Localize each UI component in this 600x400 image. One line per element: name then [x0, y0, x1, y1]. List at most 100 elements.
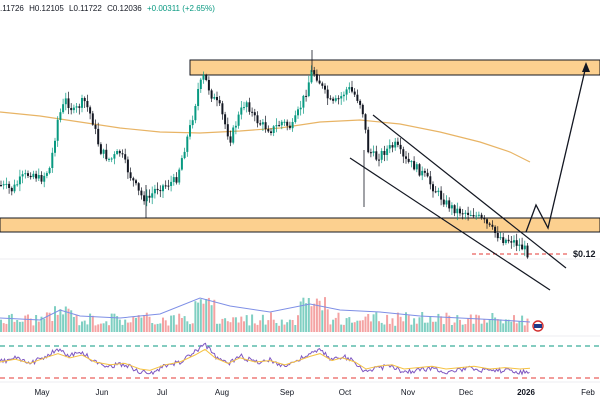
candle-body-27 — [72, 107, 75, 111]
candle-body-1 — [2, 184, 5, 186]
volume-bar-162 — [437, 313, 440, 332]
volume-bar-60 — [162, 317, 164, 332]
volume-bar-107 — [288, 319, 291, 332]
high-value: H0.12105 — [29, 4, 64, 13]
candle-body-6 — [16, 184, 19, 186]
volume-bar-13 — [35, 315, 38, 332]
candle-body-100 — [270, 131, 272, 133]
volume-bar-50 — [135, 317, 137, 332]
volume-bar-105 — [283, 324, 286, 332]
candle-body-131 — [353, 91, 356, 95]
close-value: C0.12036 — [107, 4, 142, 13]
candle-body-8 — [21, 174, 24, 177]
volume-bar-182 — [491, 313, 494, 332]
candles-layer — [0, 50, 529, 259]
candle-body-53 — [143, 195, 146, 202]
candle-body-188 — [507, 239, 510, 242]
candle-body-90 — [243, 107, 245, 109]
candle-body-154 — [415, 164, 418, 170]
volume-bar-35 — [94, 325, 97, 332]
volume-bar-134 — [361, 320, 364, 332]
x-tick-jun: Jun — [96, 388, 109, 397]
volume-bar-1 — [2, 323, 5, 332]
volume-bar-80 — [216, 323, 218, 332]
volume-bar-21 — [56, 314, 59, 332]
candle-body-125 — [337, 98, 340, 100]
volume-bar-113 — [305, 303, 308, 332]
candle-body-92 — [248, 102, 251, 112]
volume-bar-119 — [321, 310, 324, 332]
candle-body-101 — [272, 126, 275, 133]
volume-bar-87 — [234, 317, 237, 332]
volume-bar-2 — [5, 323, 8, 332]
candle-body-183 — [494, 226, 497, 233]
candle-body-185 — [499, 237, 502, 239]
candle-body-19 — [51, 152, 54, 168]
candle-body-104 — [280, 121, 283, 126]
candle-body-64 — [172, 177, 175, 182]
candle-body-146 — [394, 141, 397, 148]
candle-body-106 — [286, 121, 289, 126]
candle-body-192 — [518, 244, 521, 246]
candle-body-20 — [54, 140, 56, 153]
candle-body-130 — [351, 87, 353, 92]
volume-bar-36 — [97, 324, 100, 332]
candle-body-61 — [164, 185, 167, 187]
candle-body-26 — [70, 108, 73, 111]
channel-layer — [349, 62, 590, 291]
candle-body-142 — [383, 151, 386, 155]
candle-body-81 — [218, 100, 221, 104]
volume-bar-89 — [240, 316, 243, 332]
candle-body-22 — [59, 112, 62, 120]
candle-body-59 — [159, 190, 162, 192]
volume-bar-126 — [340, 324, 343, 332]
volume-bar-184 — [496, 319, 499, 332]
candle-body-174 — [469, 215, 472, 216]
volume-bar-8 — [21, 321, 24, 332]
volume-bar-154 — [415, 323, 418, 332]
volume-bar-93 — [251, 314, 254, 332]
volume-bar-193 — [521, 315, 524, 332]
volume-bar-153 — [413, 318, 416, 332]
candle-body-107 — [288, 125, 291, 129]
volume-bar-181 — [488, 319, 491, 332]
volume-bar-191 — [515, 323, 518, 332]
candle-body-94 — [253, 112, 256, 116]
candle-body-5 — [13, 184, 16, 192]
candle-body-69 — [186, 136, 189, 152]
candle-body-191 — [515, 240, 518, 246]
candle-body-165 — [445, 200, 448, 205]
candle-body-96 — [259, 123, 262, 125]
candle-body-47 — [126, 159, 129, 173]
candle-body-120 — [324, 85, 326, 90]
candle-body-102 — [275, 125, 278, 127]
volume-bar-157 — [423, 322, 426, 332]
candle-body-54 — [145, 195, 148, 202]
volume-bar-48 — [129, 322, 132, 332]
candle-body-58 — [156, 188, 159, 191]
candle-body-84 — [226, 124, 229, 137]
volume-bar-155 — [418, 317, 421, 332]
volume-bar-174 — [469, 314, 472, 332]
volume-bar-79 — [213, 299, 216, 332]
candle-body-72 — [194, 106, 197, 121]
volume-bar-171 — [461, 324, 464, 332]
volume-bar-103 — [278, 325, 281, 332]
candle-body-43 — [116, 151, 119, 154]
volume-bar-12 — [32, 325, 35, 332]
volume-bar-170 — [459, 319, 461, 332]
projection-path — [525, 65, 587, 233]
candle-body-73 — [197, 89, 200, 106]
volume-bar-7 — [18, 321, 21, 332]
candle-body-160 — [432, 184, 434, 192]
candle-body-119 — [321, 83, 324, 86]
volume-bar-29 — [78, 325, 81, 332]
volume-bar-169 — [456, 315, 459, 332]
candle-body-12 — [32, 173, 35, 178]
candle-body-195 — [526, 245, 529, 258]
candle-body-135 — [364, 114, 367, 130]
volume-bar-124 — [334, 317, 337, 332]
volume-bar-185 — [499, 319, 502, 332]
candle-body-103 — [278, 125, 281, 127]
